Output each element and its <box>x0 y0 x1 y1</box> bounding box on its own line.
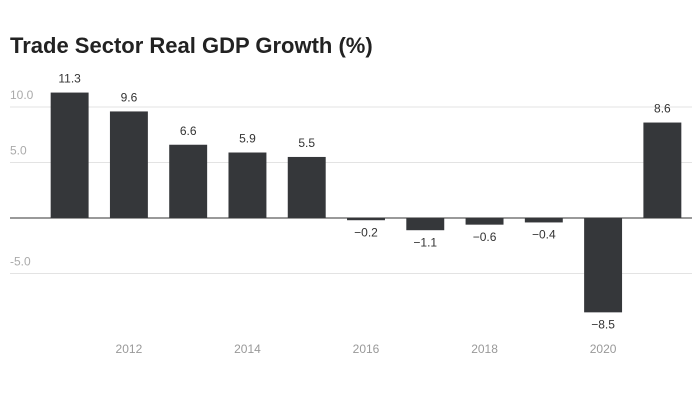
data-label: −0.6 <box>473 230 497 244</box>
data-label: −8.5 <box>591 318 615 332</box>
y-tick-label: 10.0 <box>10 88 34 102</box>
y-tick-label: -5.0 <box>10 255 31 269</box>
bar <box>347 218 385 221</box>
data-label: 5.5 <box>298 136 315 150</box>
bar <box>465 218 504 225</box>
bar <box>524 218 563 223</box>
data-label: 6.6 <box>180 124 197 138</box>
data-label: −1.1 <box>413 235 437 249</box>
data-label: −0.4 <box>532 228 556 242</box>
chart-title: Trade Sector Real GDP Growth (%) <box>10 33 373 58</box>
data-label: −0.2 <box>354 225 378 239</box>
bar <box>169 144 208 218</box>
bar <box>109 111 148 218</box>
bar <box>643 122 682 218</box>
x-tick-label: 2012 <box>116 342 143 356</box>
data-label: 5.9 <box>239 132 256 146</box>
x-tick-label: 2016 <box>353 342 380 356</box>
x-tick-label: 2014 <box>234 342 261 356</box>
bar <box>287 156 326 218</box>
x-tick-label: 2018 <box>471 342 498 356</box>
bar <box>584 218 623 313</box>
bar <box>406 218 445 231</box>
data-label: 11.3 <box>58 72 81 86</box>
y-tick-label: 5.0 <box>10 144 27 158</box>
bar <box>228 152 267 218</box>
bar <box>50 92 89 218</box>
x-tick-label: 2020 <box>590 342 617 356</box>
data-label: 9.6 <box>121 91 138 105</box>
data-label: 8.6 <box>654 102 671 116</box>
